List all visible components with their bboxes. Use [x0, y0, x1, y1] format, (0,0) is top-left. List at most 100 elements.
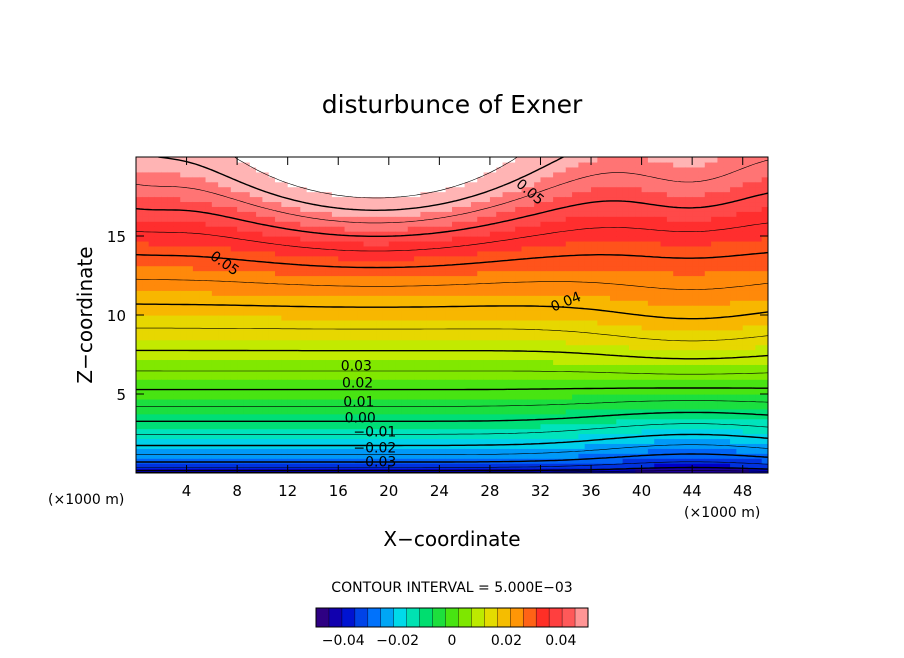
field-cell	[167, 191, 175, 198]
field-cell	[553, 280, 561, 286]
field-cell	[325, 384, 333, 390]
field-cell	[136, 364, 143, 370]
field-cell	[496, 354, 504, 361]
field-cell	[553, 423, 561, 430]
field-cell	[553, 408, 561, 415]
field-cell	[572, 364, 579, 370]
field-cell	[407, 196, 415, 203]
field-cell	[407, 231, 415, 237]
field-cell	[464, 423, 472, 430]
field-cell	[483, 255, 491, 262]
field-cell	[452, 166, 459, 173]
field-cell	[148, 374, 156, 380]
field-cell	[433, 270, 440, 277]
field-cell	[294, 438, 301, 444]
field-cell	[350, 453, 358, 459]
field-cell	[294, 161, 301, 168]
field-cell	[401, 285, 409, 291]
field-cell	[407, 166, 415, 173]
field-cell	[199, 305, 207, 311]
field-cell	[256, 374, 263, 380]
field-cell	[508, 231, 516, 237]
field-cell	[439, 413, 447, 420]
field-cell	[287, 344, 295, 351]
field-cell	[287, 369, 295, 375]
field-cell	[306, 285, 314, 291]
field-cell	[610, 389, 617, 395]
field-cell	[319, 433, 327, 440]
field-cell	[300, 231, 308, 237]
field-cell	[546, 448, 554, 454]
field-cell	[439, 354, 447, 361]
field-cell	[477, 290, 485, 296]
field-cell	[148, 211, 156, 217]
field-cell	[553, 270, 561, 277]
field-cell	[515, 319, 523, 326]
field-cell	[496, 226, 504, 232]
field-cell	[363, 236, 371, 242]
field-cell	[199, 359, 207, 365]
field-cell	[546, 438, 554, 444]
field-cell	[350, 171, 358, 178]
field-cell	[477, 433, 485, 440]
field-cell	[426, 295, 434, 301]
field-cell	[597, 384, 605, 390]
field-cell	[565, 231, 573, 237]
field-cell	[546, 354, 554, 361]
field-cell	[388, 265, 396, 272]
field-cell	[546, 423, 554, 430]
field-cell	[527, 240, 535, 247]
field-cell	[186, 448, 194, 454]
field-cell	[610, 384, 617, 390]
field-cell	[414, 216, 421, 222]
field-cell	[243, 354, 251, 361]
field-cell	[357, 285, 365, 291]
field-cell	[357, 315, 365, 321]
field-cell	[489, 458, 497, 464]
field-cell	[357, 334, 365, 341]
field-cell	[616, 236, 624, 242]
field-cell	[262, 250, 270, 257]
field-cell	[622, 339, 630, 346]
field-cell	[211, 453, 219, 459]
field-cell	[363, 186, 371, 193]
field-cell	[161, 344, 169, 351]
field-cell	[540, 349, 548, 356]
field-cell	[344, 394, 352, 400]
field-cell	[420, 186, 428, 193]
field-cell	[319, 216, 327, 222]
field-cell	[167, 295, 175, 301]
field-cell	[622, 290, 630, 296]
field-cell	[521, 221, 529, 227]
field-cell	[584, 285, 592, 291]
field-cell	[414, 191, 421, 198]
field-cell	[597, 418, 605, 425]
field-cell	[483, 428, 491, 435]
field-cell	[489, 379, 497, 385]
field-cell	[237, 260, 245, 267]
field-cell	[161, 166, 169, 173]
field-cell	[249, 389, 257, 395]
field-cell	[262, 428, 270, 435]
field-cell	[287, 240, 295, 247]
field-cell	[508, 329, 516, 336]
field-cell	[439, 423, 447, 430]
field-cell	[489, 255, 497, 262]
field-cell	[148, 389, 156, 395]
field-cell	[376, 300, 384, 306]
field-cell	[401, 448, 409, 454]
field-cell	[515, 245, 523, 252]
field-cell	[546, 329, 554, 336]
field-cell	[294, 344, 301, 351]
field-cell	[553, 250, 561, 257]
field-cell	[483, 216, 491, 222]
field-cell	[508, 265, 516, 272]
field-cell	[148, 201, 156, 207]
field-cell	[452, 181, 459, 188]
field-cell	[350, 423, 358, 430]
field-cell	[136, 255, 143, 262]
field-cell	[414, 433, 421, 440]
field-cell	[553, 236, 561, 242]
field-cell	[489, 403, 497, 410]
field-cell	[534, 240, 542, 247]
